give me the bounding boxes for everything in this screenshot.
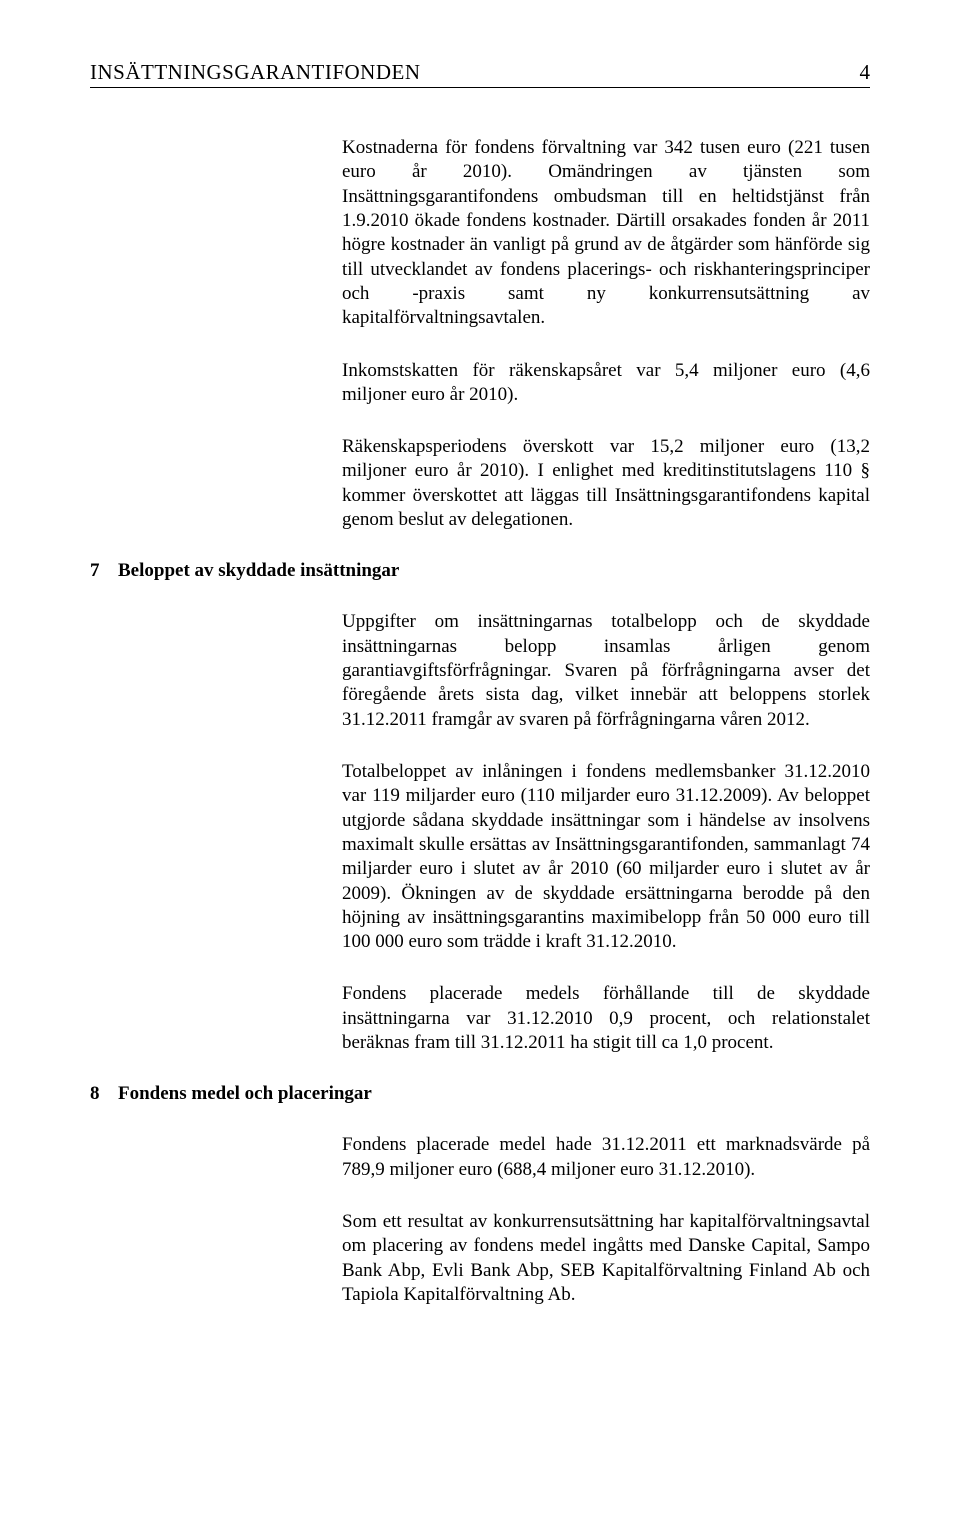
paragraph-block: Inkomstskatten för räkenskapsåret var 5,… — [342, 359, 870, 408]
page-header: INSÄTTNINGSGARANTIFONDEN 4 — [90, 60, 870, 88]
paragraph-block: Fondens placerade medel hade 31.12.2011 … — [342, 1133, 870, 1182]
paragraph-block: Uppgifter om insättningarnas totalbelopp… — [342, 610, 870, 732]
section-heading-row: 8 Fondens medel och placeringar — [90, 1083, 870, 1105]
section-number: 8 — [90, 1083, 118, 1105]
page-container: INSÄTTNINGSGARANTIFONDEN 4 Kostnaderna f… — [0, 0, 960, 1528]
body-paragraph: Kostnaderna för fondens förvaltning var … — [342, 136, 870, 331]
header-title: INSÄTTNINGSGARANTIFONDEN — [90, 60, 421, 85]
body-paragraph: Totalbeloppet av inlåningen i fondens me… — [342, 760, 870, 955]
body-paragraph: Uppgifter om insättningarnas totalbelopp… — [342, 610, 870, 732]
section-number: 7 — [90, 560, 118, 582]
body-paragraph: Som ett resultat av konkurrensutsättning… — [342, 1210, 870, 1307]
paragraph-block: Totalbeloppet av inlåningen i fondens me… — [342, 760, 870, 955]
paragraph-block: Fondens placerade medels förhållande til… — [342, 982, 870, 1055]
body-paragraph: Inkomstskatten för räkenskapsåret var 5,… — [342, 359, 870, 408]
section-title: Fondens medel och placeringar — [118, 1083, 372, 1105]
section-title: Beloppet av skyddade insättningar — [118, 560, 399, 582]
paragraph-block: Kostnaderna för fondens förvaltning var … — [342, 136, 870, 331]
body-paragraph: Fondens placerade medel hade 31.12.2011 … — [342, 1133, 870, 1182]
body-paragraph: Räkenskapsperiodens överskott var 15,2 m… — [342, 435, 870, 532]
page-number: 4 — [860, 60, 871, 85]
paragraph-block: Som ett resultat av konkurrensutsättning… — [342, 1210, 870, 1307]
section-heading-row: 7 Beloppet av skyddade insättningar — [90, 560, 870, 582]
paragraph-block: Räkenskapsperiodens överskott var 15,2 m… — [342, 435, 870, 532]
body-paragraph: Fondens placerade medels förhållande til… — [342, 982, 870, 1055]
